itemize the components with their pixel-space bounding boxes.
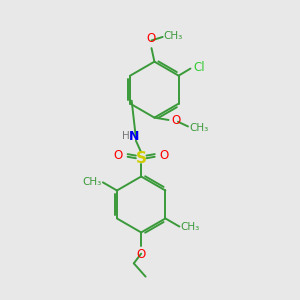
Text: Cl: Cl bbox=[193, 61, 205, 74]
Text: CH₃: CH₃ bbox=[190, 123, 209, 133]
Text: N: N bbox=[129, 130, 139, 143]
Text: O: O bbox=[114, 149, 123, 162]
Text: O: O bbox=[172, 114, 181, 127]
Text: H: H bbox=[122, 131, 130, 142]
Text: O: O bbox=[147, 32, 156, 46]
Text: S: S bbox=[136, 151, 147, 166]
Text: CH₃: CH₃ bbox=[181, 222, 200, 232]
Text: O: O bbox=[136, 248, 146, 261]
Text: O: O bbox=[159, 149, 169, 162]
Text: CH₃: CH₃ bbox=[164, 31, 183, 41]
Text: CH₃: CH₃ bbox=[82, 177, 102, 188]
